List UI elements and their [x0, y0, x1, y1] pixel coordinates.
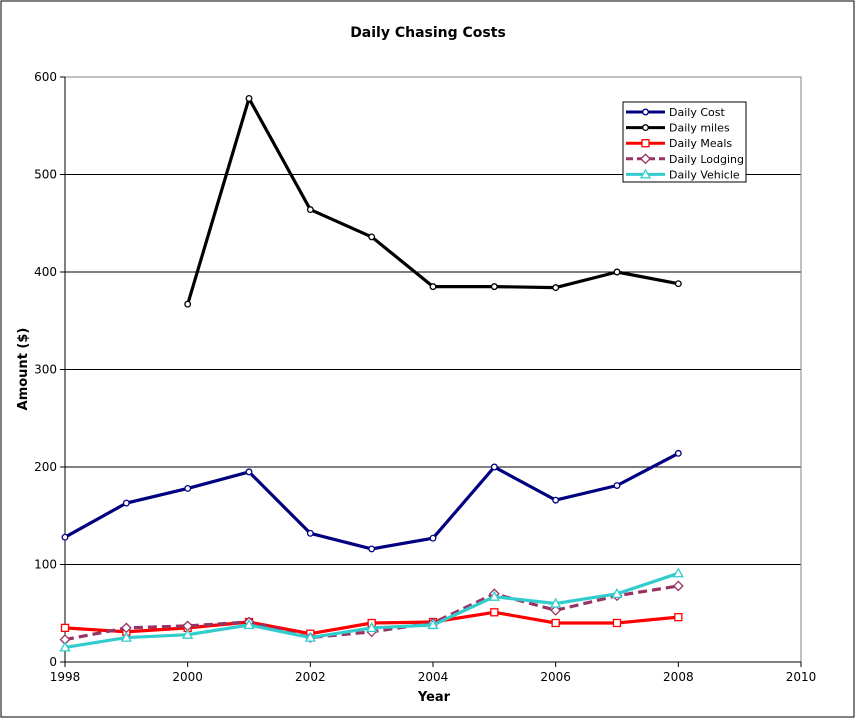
data-point [490, 283, 498, 291]
data-point [182, 628, 194, 639]
x-tick-label: 2000 [172, 670, 203, 684]
data-point [611, 587, 623, 598]
legend-marker [640, 153, 651, 165]
legend-item: Daily Lodging [626, 153, 744, 166]
data-point [245, 94, 253, 102]
y-tick-label: 400 [34, 265, 57, 279]
legend-label: Daily miles [669, 122, 730, 135]
data-point [245, 468, 253, 476]
data-point [613, 268, 621, 276]
x-tick-label: 2002 [295, 670, 326, 684]
axes: 0 100 200 300 400 500 600 1998 2000 2002 2004 2006 2… [34, 70, 816, 684]
data-point [674, 613, 683, 622]
data-point [306, 529, 314, 537]
data-point [184, 485, 192, 492]
data-point [552, 496, 560, 504]
data-point [612, 618, 622, 628]
data-point [552, 284, 560, 292]
data-point [368, 545, 376, 553]
x-tick-label: 2010 [786, 670, 817, 684]
legend-marker [639, 168, 652, 179]
data-point [429, 283, 437, 291]
data-point [551, 618, 560, 628]
series-group [59, 94, 684, 652]
data-point [490, 608, 499, 617]
data-point [304, 631, 316, 642]
data-point [490, 463, 498, 471]
legend-item: Daily Vehicle [626, 168, 740, 181]
y-tick-label: 500 [34, 168, 57, 182]
data-point [429, 534, 437, 542]
legend-marker [642, 124, 649, 132]
data-point [243, 619, 255, 630]
data-point [368, 233, 376, 241]
legend-item: Daily miles [626, 122, 730, 135]
data-point [60, 623, 70, 633]
legend-item: Daily Cost [626, 106, 725, 119]
y-tick-label: 0 [49, 655, 57, 669]
data-point [61, 533, 69, 541]
legend-label: Daily Meals [669, 137, 732, 150]
data-point [488, 590, 500, 601]
data-point [184, 300, 192, 308]
legend-item: Daily Meals [626, 137, 732, 150]
legend-label: Daily Vehicle [669, 168, 740, 181]
y-axis-title: Amount ($) [16, 328, 31, 411]
data-point [550, 604, 562, 616]
data-point [306, 206, 314, 214]
chart-title: Daily Chasing Costs [350, 25, 506, 41]
legend-marker [642, 108, 649, 116]
data-point [674, 449, 682, 457]
legend-marker [641, 139, 650, 148]
data-point [672, 567, 684, 578]
x-tick-label: 1998 [50, 670, 81, 684]
data-point [550, 597, 562, 608]
series-daily-vehicle [59, 567, 684, 652]
series-daily-cost [61, 449, 682, 553]
legend-label: Daily Cost [669, 106, 725, 119]
legend-label: Daily Lodging [669, 153, 744, 166]
data-point [674, 280, 682, 288]
data-point [427, 619, 439, 630]
data-point [120, 631, 132, 642]
data-point [366, 622, 378, 633]
x-tick-label: 2004 [418, 670, 449, 684]
y-tick-label: 100 [34, 558, 57, 572]
y-tick-label: 300 [34, 363, 57, 377]
y-tick-label: 600 [34, 70, 57, 84]
series-daily-miles [184, 94, 682, 308]
legend: Daily Cost Daily miles Daily Meals Daily Lo… [622, 101, 747, 183]
x-axis-title: Year [417, 690, 451, 705]
data-point [59, 641, 71, 652]
data-point [672, 580, 684, 592]
x-tick-label: 2006 [540, 670, 571, 684]
data-point [122, 499, 130, 507]
y-tick-label: 200 [34, 460, 57, 474]
data-point [613, 482, 621, 489]
x-tick-label: 2008 [663, 670, 694, 684]
